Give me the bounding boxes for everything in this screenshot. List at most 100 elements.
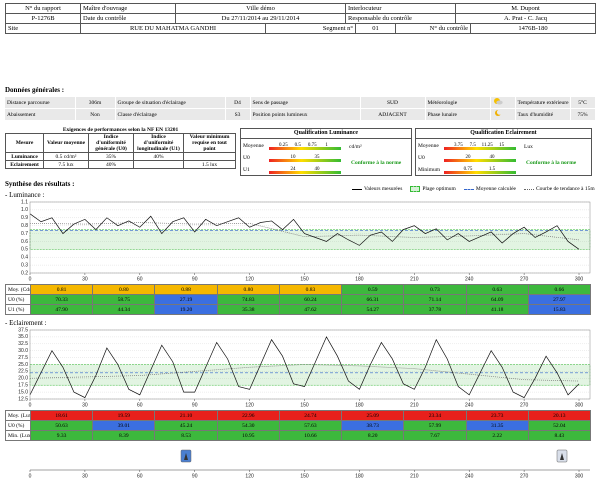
subsection-title: - Eclairement :: [5, 319, 47, 327]
results-cell: 27.97: [527, 294, 591, 305]
y-tick-label: 0.5: [21, 247, 28, 253]
qualification-tick: 0.5: [294, 143, 301, 148]
trend-line: [29, 364, 580, 382]
x-tick-label: 240: [465, 276, 474, 282]
qualification-tick: 0.75: [307, 143, 317, 148]
y-tick-label: 0.8: [21, 223, 28, 229]
results-cell: 15.83: [527, 304, 591, 315]
legend-item: Valeurs mesurées: [352, 186, 402, 192]
header-cell: N° du rapport: [5, 3, 81, 14]
performance-cell: 40%: [133, 152, 184, 161]
qualification-label: Moyenne: [243, 143, 264, 149]
y-tick-label: 0.4: [21, 255, 28, 261]
y-tick-label: 15.0: [18, 389, 28, 395]
results-cell: 38.73: [341, 420, 405, 431]
results-cell: 10.95: [216, 430, 280, 441]
x-tick-label: 30: [82, 402, 88, 408]
qualification-row: U1 24 40: [241, 167, 411, 175]
results-cell: 57.63: [278, 420, 343, 431]
x-tick-label: 150: [300, 276, 309, 282]
general-cell: SUD: [360, 97, 426, 109]
header-cell: A. Prat - C. Jacq: [455, 13, 596, 24]
results-cell: 39.01: [92, 420, 156, 431]
performance-cell: [133, 160, 184, 169]
results-label: Moy. (Lux): [5, 410, 31, 421]
header-row: N° du rapport Maître d'ouvrage Ville démo I…: [5, 3, 596, 14]
x-tick-label: 150: [300, 402, 309, 408]
y-tick-label: 25.0: [18, 362, 28, 368]
legend-swatch: [523, 188, 534, 190]
general-cell: Classe d'éclairage: [115, 108, 226, 121]
site-cell: RUE DU MAHATMA GANDHI: [80, 24, 266, 34]
performance-cell: 1.5 lux: [182, 160, 237, 169]
results-label: U0 (%): [5, 294, 31, 305]
results-cell: 0.59: [341, 284, 405, 295]
value-line: [29, 336, 580, 399]
report-header: N° du rapport Maître d'ouvrage Ville démo I…: [5, 3, 596, 34]
y-tick-label: 17.5: [18, 383, 28, 389]
results-cell: 44.34: [92, 304, 156, 315]
results-cell: 35.38: [216, 304, 280, 315]
trend-line: [29, 222, 580, 241]
site-cell: Site: [5, 24, 81, 34]
results-label: U0 (%): [5, 420, 31, 431]
performance-row: Luminance 0.5 cd/m² 35% 40%: [5, 152, 237, 161]
results-cell: 8.20: [341, 430, 405, 441]
legend-swatch: [410, 186, 421, 192]
y-tick-label: 0.2: [21, 270, 28, 276]
qualification-box: Qualification Eclairement Moyenne 3.75 7.5 1…: [415, 128, 592, 176]
results-cell: 23.34: [403, 410, 467, 421]
x-tick-label: 270: [520, 276, 529, 282]
qualification-bar: 0.75 1.5: [444, 167, 516, 174]
line-chart: 0.2 0.30.4 0.5 0.6 0.7 0.8 0.9 1.0 1.1 0 30 60 90 120…: [21, 199, 591, 282]
x-tick-label: 300: [575, 276, 584, 282]
results-row: U0 (%) 70.33 58.75 27.19 74.83 60.24 66.31 71.1…: [5, 294, 591, 305]
legend: Valeurs mesurées Plage optimum Moyenne cal…: [352, 186, 595, 192]
x-tick-label: 120: [245, 402, 254, 408]
results-cell: 27.19: [154, 294, 218, 305]
site-row: Site RUE DU MAHATMA GANDHI Segment n° 01 N° …: [5, 24, 596, 34]
general-cell: Abaissement: [5, 108, 76, 121]
x-tick-label: 180: [355, 402, 364, 408]
x-tick-label: 300: [575, 402, 584, 408]
qualification-tick: 35: [314, 155, 320, 160]
results-cell: 57.99: [403, 420, 467, 431]
moon-shade: [496, 109, 502, 115]
qualification-tick: 0.75: [463, 167, 473, 172]
performance-cell: 35%: [88, 152, 134, 161]
results-cell: 54.30: [216, 420, 280, 431]
qualification-row: Moyenne 3.75 7.5 11.25 15 Lux: [416, 143, 591, 151]
qualification-row: U0 10 35: [241, 155, 411, 163]
qualification-bar: 24 40: [269, 167, 341, 174]
legend-item: Moyenne calculée: [463, 186, 516, 192]
site-cell: 01: [355, 24, 396, 34]
performance-header: Indice d'uniformité longitudinale (U1): [133, 133, 184, 153]
y-tick-label: 32.5: [18, 341, 28, 347]
results-row: Min. (Lux) 9.33 8.39 8.53 10.95 10.66 8.20 7.67…: [5, 430, 591, 441]
x-tick-label: 0: [29, 473, 32, 479]
qualification-tick: 40: [489, 155, 495, 160]
results-label: Min. (Lux): [5, 430, 31, 441]
results-cell: 19.20: [154, 304, 218, 315]
results-cell: 41.18: [465, 304, 529, 315]
qualification-row: Minimum 0.75 1.5: [416, 167, 591, 175]
qualification-row: U0 20 40: [416, 155, 591, 163]
results-cell: 0.73: [403, 284, 467, 295]
results-cell: 58.75: [92, 294, 156, 305]
performance-header: Valeur moyenne: [43, 133, 89, 153]
x-tick-label: 60: [137, 402, 143, 408]
legend-item: Courbe de tendance à 15m: [523, 186, 595, 192]
performance-cell: Luminance: [5, 152, 44, 161]
qualification-unit: Lux: [524, 144, 533, 150]
y-tick-label: 35.0: [18, 334, 28, 340]
results-cell: 18.61: [29, 410, 94, 421]
table: Site RUE DU MAHATMA GANDHI Segment n° 01 N° …: [5, 24, 596, 34]
results-cell: 45.24: [154, 420, 218, 431]
x-tick-label: 0: [29, 276, 32, 282]
results-cell: 2.22: [465, 430, 529, 441]
y-tick-label: 1.1: [21, 199, 28, 205]
results-cell: 8.53: [154, 430, 218, 441]
y-tick-label: 30.0: [18, 348, 28, 354]
y-tick-label: 27.5: [18, 355, 28, 361]
x-tick-label: 120: [245, 276, 254, 282]
